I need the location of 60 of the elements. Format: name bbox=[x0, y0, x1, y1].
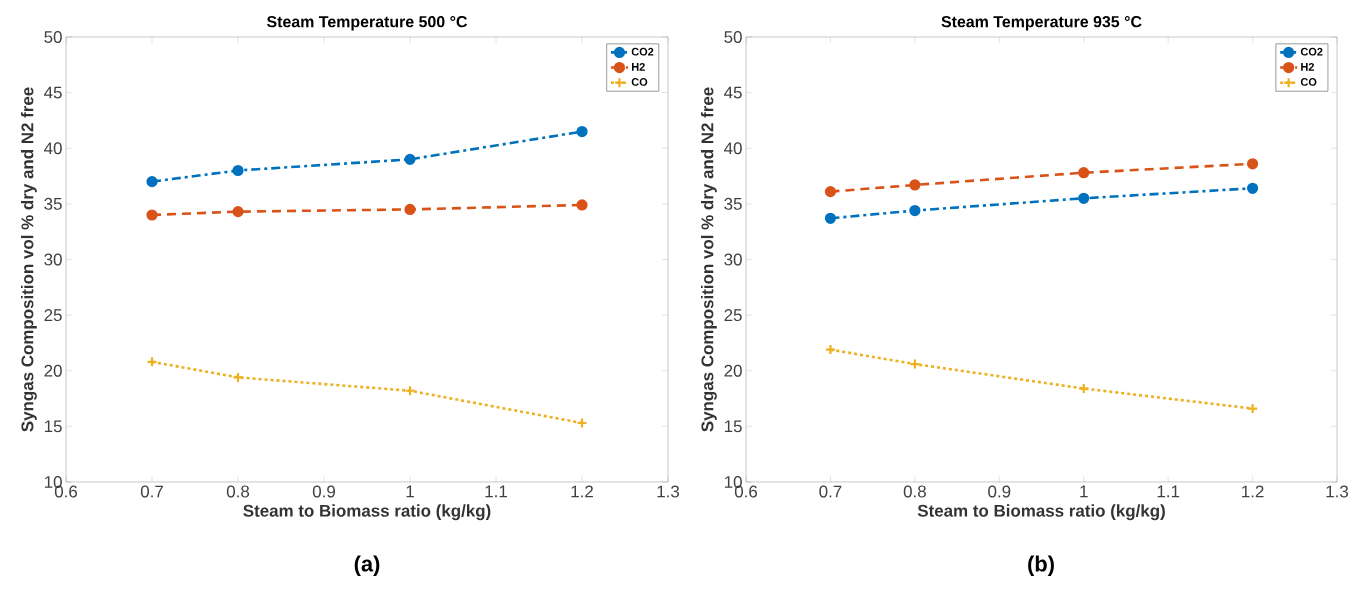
x-tick-label: 0.9 bbox=[312, 485, 335, 498]
x-tick-label: 1.1 bbox=[1157, 485, 1180, 498]
x-tick-label: 1 bbox=[406, 485, 414, 498]
y-tick-label: 40 bbox=[44, 142, 62, 155]
point bbox=[824, 212, 837, 224]
y-tick-label: 20 bbox=[724, 364, 742, 377]
y-axis-title: Syngas Composition vol % dry and N2 free bbox=[700, 87, 717, 432]
point bbox=[146, 209, 158, 221]
chart-title: Steam Temperature 935 °C bbox=[941, 16, 1142, 31]
y-tick-label: 40 bbox=[724, 142, 742, 155]
point bbox=[1078, 167, 1090, 179]
legend-label: H2 bbox=[632, 62, 645, 71]
x-axis-title: Steam to Biomass ratio (kg/kg) bbox=[917, 504, 1165, 521]
x-tick-label: 1 bbox=[1080, 485, 1088, 498]
point bbox=[1078, 192, 1090, 204]
x-axis-title: Steam to Biomass ratio (kg/kg) bbox=[243, 504, 491, 521]
text: (b) bbox=[1028, 555, 1054, 576]
chart-title: Steam Temperature 500 °C bbox=[266, 16, 468, 31]
y-tick-label: 50 bbox=[44, 30, 62, 43]
point bbox=[909, 179, 921, 191]
point bbox=[909, 204, 921, 217]
x-tick-label: 0.9 bbox=[988, 485, 1011, 498]
point bbox=[576, 199, 588, 211]
x-tick-label: 0.8 bbox=[903, 485, 926, 498]
y-tick-label: 45 bbox=[724, 86, 742, 99]
y-tick-label: 35 bbox=[44, 197, 62, 210]
x-tick-label: 1.3 bbox=[1326, 485, 1349, 498]
legend-label: CO bbox=[1300, 78, 1317, 86]
y-tick-label: 25 bbox=[724, 309, 742, 322]
point bbox=[1246, 182, 1259, 194]
legend-label: CO2 bbox=[631, 47, 654, 56]
y-tick-label: 15 bbox=[44, 420, 62, 433]
point bbox=[404, 153, 416, 165]
y-tick-label: 50 bbox=[724, 30, 742, 43]
y-axis-title: Syngas Composition vol % dry and N2 free bbox=[20, 87, 37, 432]
x-tick-label: 0.8 bbox=[226, 485, 250, 498]
x-tick-label: 0.7 bbox=[819, 485, 842, 498]
x-tick-label: 1.2 bbox=[1242, 485, 1264, 498]
y-tick-label: 25 bbox=[44, 309, 62, 322]
legend-label: CO bbox=[631, 78, 648, 86]
text: (a) bbox=[354, 555, 380, 576]
y-tick-label: 20 bbox=[44, 364, 62, 377]
y-tick-label: 15 bbox=[724, 420, 742, 433]
y-tick-label: 35 bbox=[724, 197, 742, 210]
legend-label: H2 bbox=[1301, 62, 1314, 71]
x-tick-label: 1.1 bbox=[485, 485, 507, 498]
y-tick-label: 30 bbox=[724, 253, 742, 266]
x-tick-label: 1.2 bbox=[571, 485, 593, 498]
legend-label: CO2 bbox=[1300, 47, 1323, 56]
y-tick-label: 30 bbox=[44, 253, 62, 266]
x-tick-label: 1.3 bbox=[657, 485, 680, 498]
point bbox=[576, 125, 588, 138]
point bbox=[146, 176, 158, 188]
point bbox=[232, 206, 244, 218]
point bbox=[404, 203, 416, 216]
x-tick-label: 0.7 bbox=[140, 485, 163, 498]
point bbox=[1246, 158, 1259, 170]
point bbox=[824, 186, 837, 198]
y-tick-label: 45 bbox=[44, 86, 62, 99]
point bbox=[232, 164, 244, 177]
